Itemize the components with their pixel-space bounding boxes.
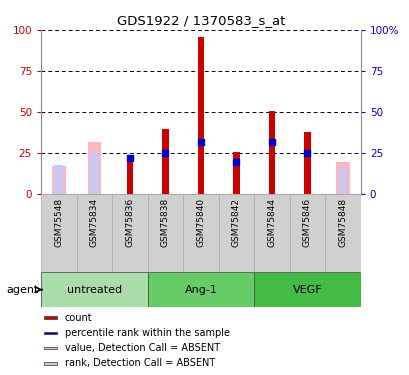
Text: untreated: untreated — [67, 285, 121, 295]
Text: agent: agent — [7, 285, 39, 295]
Bar — [218, 194, 254, 272]
Title: GDS1922 / 1370583_s_at: GDS1922 / 1370583_s_at — [117, 15, 284, 27]
Bar — [335, 162, 349, 194]
Bar — [90, 152, 99, 194]
Bar — [112, 194, 147, 272]
Bar — [197, 37, 204, 194]
Text: GSM75838: GSM75838 — [160, 198, 169, 247]
Text: GSM75836: GSM75836 — [125, 198, 134, 247]
Text: percentile rank within the sample: percentile rank within the sample — [65, 328, 229, 338]
Bar — [324, 194, 360, 272]
Bar — [54, 165, 63, 194]
Bar — [88, 142, 101, 194]
Bar — [147, 194, 183, 272]
Bar — [289, 194, 324, 272]
Text: GSM75842: GSM75842 — [231, 198, 240, 246]
Text: count: count — [65, 313, 92, 323]
Point — [126, 155, 133, 161]
Text: rank, Detection Call = ABSENT: rank, Detection Call = ABSENT — [65, 358, 215, 368]
Text: Ang-1: Ang-1 — [184, 285, 217, 295]
Text: VEGF: VEGF — [292, 285, 321, 295]
Bar — [76, 194, 112, 272]
Bar — [44, 347, 57, 350]
Text: GSM75846: GSM75846 — [302, 198, 311, 247]
Text: GSM75548: GSM75548 — [54, 198, 63, 247]
Point — [303, 150, 310, 156]
Bar — [338, 168, 346, 194]
Bar — [44, 362, 57, 364]
Bar — [303, 132, 310, 194]
Bar — [183, 194, 218, 272]
Bar — [147, 272, 254, 307]
Bar — [52, 166, 65, 194]
Point — [268, 139, 274, 145]
Text: GSM75840: GSM75840 — [196, 198, 205, 247]
Bar — [268, 111, 274, 194]
Text: GSM75834: GSM75834 — [90, 198, 99, 247]
Point — [233, 159, 239, 165]
Bar — [254, 272, 360, 307]
Text: GSM75844: GSM75844 — [267, 198, 276, 246]
Bar — [44, 316, 57, 319]
Point — [197, 139, 204, 145]
Point — [162, 150, 168, 156]
Bar — [44, 332, 57, 334]
Bar — [254, 194, 289, 272]
Bar — [162, 129, 168, 194]
Text: GSM75848: GSM75848 — [338, 198, 347, 247]
Bar — [126, 158, 133, 194]
Bar — [41, 194, 76, 272]
Bar — [233, 152, 239, 194]
Text: value, Detection Call = ABSENT: value, Detection Call = ABSENT — [65, 343, 220, 353]
Bar — [41, 272, 147, 307]
